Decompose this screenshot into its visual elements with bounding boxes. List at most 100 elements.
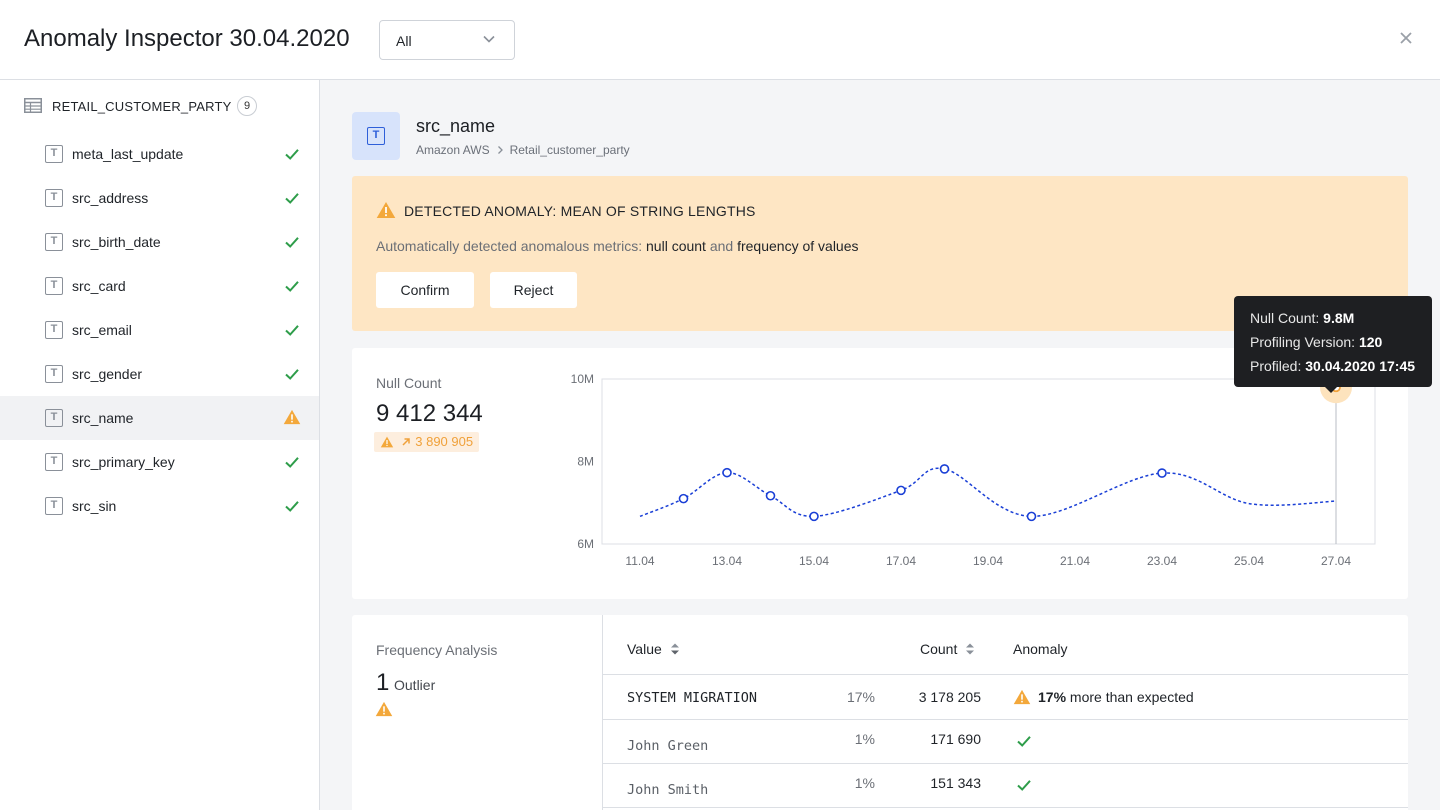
column-name: src_name: [416, 116, 496, 136]
text-type-icon: T: [45, 453, 63, 471]
status-indicator: [283, 453, 301, 471]
x-tick-label: 23.04: [1147, 554, 1177, 568]
chevron-down-icon: [483, 35, 495, 43]
row-divider: [603, 719, 1408, 720]
data-point: [678, 493, 689, 504]
x-tick-label: 27.04: [1321, 554, 1351, 568]
x-tick-label: 15.04: [799, 554, 829, 568]
percent-cell: 1%: [854, 775, 875, 791]
count-column-header[interactable]: Count: [920, 641, 975, 657]
row-divider: [603, 674, 1408, 675]
sidebar-item-label: src_card: [72, 278, 126, 294]
row-divider: [603, 807, 1408, 808]
frequency-card: Frequency Analysis 1 Outlier Value Count…: [352, 615, 1408, 810]
anomaly-cell: [1015, 776, 1040, 794]
sidebar-item-label: meta_last_update: [72, 146, 184, 162]
chart-tooltip: Null Count: 9.8M Profiling Version: 120 …: [1234, 296, 1432, 393]
null-count-card: 10M 8M 6M 11.04 13.04 15.04 17.04 19.04 21.04 23.…: [352, 348, 1408, 599]
check-icon: [285, 501, 299, 512]
check-icon: [1017, 736, 1031, 747]
plot-frame: [601, 378, 1376, 545]
sidebar-item-label: src_address: [72, 190, 149, 206]
alert-metric: frequency of values: [737, 238, 859, 254]
percent-cell: 17%: [846, 689, 875, 705]
status-indicator: [283, 189, 301, 207]
text-type-icon: T: [45, 321, 63, 339]
check-icon: [285, 237, 299, 248]
tooltip-row: Null Count: 9.8M: [1250, 310, 1355, 326]
data-point: [809, 511, 819, 522]
x-tick-label: 13.04: [712, 554, 742, 568]
filter-select-value: All: [396, 33, 412, 49]
tooltip-row: Profiled: 30.04.2020 17:45: [1250, 358, 1416, 374]
y-tick-label: 8M: [577, 455, 594, 469]
table-icon: [24, 98, 42, 113]
breadcrumb-item[interactable]: Retail_customer_party: [509, 143, 630, 157]
x-tick-label: 25.04: [1234, 554, 1264, 568]
column-count-badge: 9: [237, 96, 257, 116]
arrow-up-right-icon: [402, 438, 410, 446]
value-column-header[interactable]: Value: [627, 641, 680, 657]
value-cell: John Green: [627, 738, 709, 754]
text-type-icon: T: [45, 277, 63, 295]
table-name: RETAIL_CUSTOMER_PARTY: [52, 99, 232, 114]
table-row[interactable]: John Green 1% 171 690: [603, 719, 1408, 763]
anomaly-column-header: Anomaly: [1013, 641, 1068, 657]
sort-icon: [670, 643, 679, 655]
table-row[interactable]: SYSTEM MIGRATION 17% 3 178 205 17% more tha…: [603, 675, 1408, 719]
outlier-count: 1: [376, 669, 390, 696]
frequency-label: Frequency Analysis: [376, 642, 498, 658]
warning-icon: [376, 202, 396, 218]
table-row[interactable]: John Smith 1% 151 343: [603, 763, 1408, 807]
table-header[interactable]: RETAIL_CUSTOMER_PARTY 9: [24, 96, 304, 116]
alert-description: Automatically detected anomalous metrics…: [376, 238, 859, 254]
percent-cell: 1%: [854, 731, 875, 747]
reject-button[interactable]: Reject: [490, 272, 577, 308]
text-type-icon: T: [45, 189, 63, 207]
divider: [602, 615, 603, 810]
breadcrumb-item[interactable]: Amazon AWS: [416, 143, 490, 157]
series-line: [639, 467, 1337, 518]
y-tick-label: 10M: [571, 372, 594, 386]
metric-label: Null Count: [376, 375, 442, 391]
data-point: [765, 490, 776, 501]
status-indicator: [283, 321, 301, 339]
filter-select[interactable]: All: [379, 20, 515, 60]
check-icon: [285, 149, 299, 160]
close-icon[interactable]: [1398, 30, 1414, 46]
check-icon: [285, 325, 299, 336]
count-cell: 171 690: [930, 731, 981, 747]
tooltip-row: Profiling Version: 120: [1250, 334, 1383, 350]
outlier-label: Outlier: [394, 677, 436, 693]
text-type-icon: T: [352, 112, 400, 160]
metric-delta-value: 3 890 905: [415, 434, 474, 449]
data-point: [1026, 511, 1037, 522]
check-icon: [285, 369, 299, 380]
data-point: [896, 485, 906, 496]
chevron-right-icon: [497, 146, 503, 154]
warning-icon: [1013, 689, 1031, 705]
value-cell: John Smith: [627, 782, 709, 798]
warning-icon: [283, 409, 301, 425]
anomaly-cell: [1015, 732, 1040, 750]
text-type-icon: T: [45, 497, 63, 515]
metric-delta-badge: 3 890 905: [374, 432, 480, 452]
metric-value: 9 412 344: [376, 400, 483, 427]
alert-title: DETECTED ANOMALY: MEAN OF STRING LENGTHS: [404, 203, 756, 219]
check-icon: [285, 281, 299, 292]
confirm-button[interactable]: Confirm: [376, 272, 474, 308]
sidebar-item-label: src_sin: [72, 498, 117, 514]
sort-icon: [966, 643, 975, 655]
sidebar-item-label: src_primary_key: [72, 454, 175, 470]
status-indicator: [283, 409, 301, 427]
